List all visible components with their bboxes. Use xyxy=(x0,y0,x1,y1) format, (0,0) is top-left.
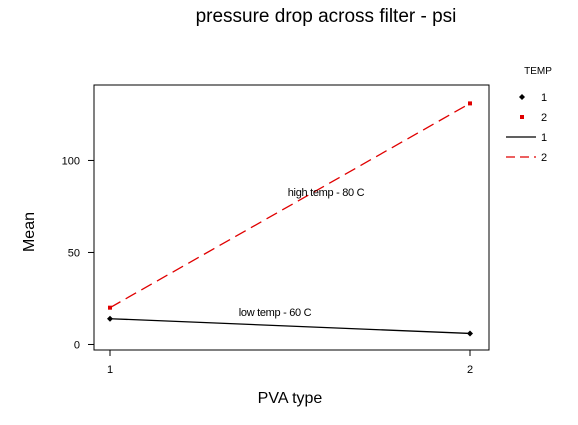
x-tick-label: 2 xyxy=(467,364,473,376)
legend-label: 2 xyxy=(541,112,547,124)
chart-title: pressure drop across filter - psi xyxy=(196,6,457,27)
plot-area-frame xyxy=(93,84,490,351)
series-2-point xyxy=(108,305,112,310)
series-layer xyxy=(107,101,473,337)
y-tick-label: 100 xyxy=(62,155,80,167)
series-2-point xyxy=(468,101,472,106)
legend-label: 1 xyxy=(541,92,547,104)
y-tick-label: 50 xyxy=(68,247,80,259)
series-1-point xyxy=(107,315,113,322)
y-axis-label: Mean xyxy=(21,212,38,252)
y-tick-label: 0 xyxy=(74,339,80,351)
legend-label: 1 xyxy=(541,132,547,144)
x-axis-label: PVA type xyxy=(258,390,323,407)
series-1-line xyxy=(109,318,471,335)
annotation-low-temp: low temp - 60 C xyxy=(239,307,312,319)
legend-label: 2 xyxy=(541,152,547,164)
legend-marker-2 xyxy=(520,115,524,119)
series-1-point xyxy=(467,330,473,337)
legend-marker-1 xyxy=(519,94,525,100)
annotation-high-temp: high temp - 80 C xyxy=(288,187,365,199)
y-axis: 0 50 100 xyxy=(62,155,94,351)
legend: TEMP 1 2 1 2 xyxy=(506,66,552,164)
legend-title: TEMP xyxy=(524,66,552,77)
x-tick-label: 1 xyxy=(107,364,113,376)
series-2-line xyxy=(109,102,471,309)
